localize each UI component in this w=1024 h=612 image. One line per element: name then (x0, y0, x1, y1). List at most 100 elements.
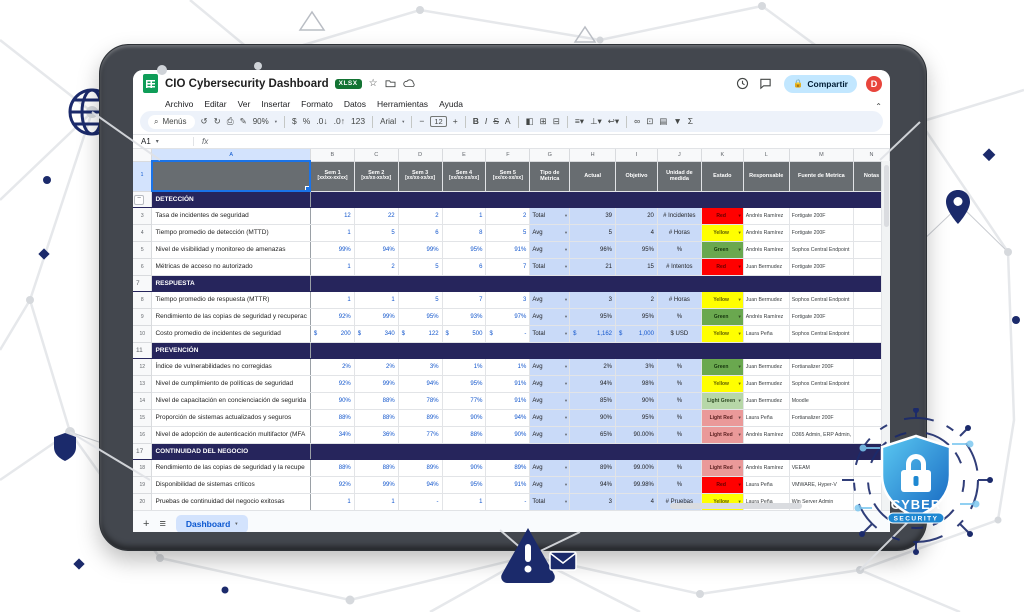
actual-cell[interactable]: 95% (569, 308, 617, 326)
estado-cell[interactable]: Yellow ▾ (701, 375, 744, 393)
row-header-14[interactable]: 14 (133, 392, 153, 410)
objetivo-cell[interactable]: 99.00% (615, 459, 658, 477)
week-value-cell[interactable]: 77% (398, 426, 443, 444)
week-value-cell[interactable]: 88% (354, 409, 399, 427)
actual-cell[interactable]: 90% (569, 409, 617, 427)
week-value-cell[interactable]: 77% (442, 392, 487, 410)
week-value-cell[interactable]: 94% (354, 241, 399, 259)
horizontal-align-icon[interactable]: ≡▾ (574, 116, 585, 127)
unidad-cell[interactable]: # Incidentes (657, 207, 702, 225)
metric-type-cell[interactable]: Avg ▾ (529, 409, 571, 427)
share-button[interactable]: 🔒 Compartir (784, 74, 857, 93)
week-value-cell[interactable]: 91% (485, 476, 531, 494)
week-header-cell[interactable]: Sem 4 [xx/xx-xx/xx] (442, 161, 487, 192)
vertical-align-icon[interactable]: ⊥▾ (590, 116, 602, 127)
section-title-cell[interactable]: RESPUESTA (151, 275, 311, 292)
row-header-4[interactable]: 4 (133, 224, 153, 242)
metric-type-cell[interactable]: Avg ▾ (529, 241, 571, 259)
objetivo-cell[interactable]: 4 (615, 493, 658, 510)
meta-header-cell[interactable]: Unidad de medida (657, 161, 702, 192)
objetivo-cell[interactable]: 90.00% (615, 426, 658, 444)
metric-type-cell[interactable]: Avg ▾ (529, 426, 571, 444)
unidad-cell[interactable]: # Intentos (657, 258, 702, 276)
fuente-cell[interactable]: Sophos Central Endpoint (789, 291, 855, 309)
col-header-N[interactable]: N (853, 149, 890, 162)
estado-cell[interactable]: Yellow ▾ (701, 325, 744, 343)
more-formats-icon[interactable]: 123 (350, 116, 366, 127)
account-avatar[interactable]: D (866, 75, 882, 92)
objetivo-cell[interactable]: 90% (615, 392, 658, 410)
metric-label-cell[interactable]: Rendimiento de las copias de seguridad y… (151, 308, 311, 326)
estado-cell[interactable]: Light Green ▾ (701, 392, 744, 410)
row-header-19[interactable]: 19 (133, 476, 153, 494)
week-value-cell[interactable]: 90% (442, 409, 487, 427)
actual-cell[interactable]: 96% (569, 241, 617, 259)
responsable-cell[interactable]: Andrés Ramírez (743, 241, 790, 259)
actual-cell[interactable]: 94% (569, 375, 617, 393)
print-icon[interactable]: ⎙ (226, 116, 234, 127)
insert-chart-icon[interactable]: ▤ (659, 116, 668, 127)
decrease-decimals-icon[interactable]: .0↓ (316, 116, 328, 127)
metric-type-cell[interactable]: Avg ▾ (529, 291, 571, 309)
objetivo-cell[interactable]: 95% (615, 241, 658, 259)
section-title-cell[interactable]: PREVENCIÓN (151, 342, 311, 359)
menu-ver[interactable]: Ver (237, 98, 251, 109)
week-value-cell[interactable]: 90% (310, 392, 355, 410)
week-value-cell[interactable]: 5 (398, 258, 443, 276)
responsable-cell[interactable]: Juan Bermudez (743, 291, 790, 309)
fuente-cell[interactable]: Fortigate 200F (789, 207, 855, 225)
functions-icon[interactable]: Σ (687, 116, 694, 127)
week-value-cell[interactable]: $340 (354, 325, 399, 343)
week-value-cell[interactable]: 99% (354, 308, 399, 326)
metric-label-cell[interactable]: Costo promedio de incidentes de segurida… (151, 325, 311, 343)
bold-icon[interactable]: B (472, 116, 479, 127)
week-value-cell[interactable]: 7 (442, 291, 487, 309)
col-header-E[interactable]: E (442, 149, 487, 162)
week-value-cell[interactable]: 5 (354, 224, 399, 242)
meta-header-cell[interactable]: Estado (701, 161, 744, 192)
format-percent-icon[interactable]: % (302, 116, 311, 127)
actual-cell[interactable]: 39 (569, 207, 617, 225)
week-value-cell[interactable]: 89% (398, 409, 443, 427)
week-value-cell[interactable]: 92% (310, 375, 355, 393)
week-value-cell[interactable]: 88% (354, 459, 399, 477)
week-value-cell[interactable]: 78% (398, 392, 443, 410)
col-header-A[interactable]: A (151, 149, 311, 162)
actual-cell[interactable]: 85% (569, 392, 617, 410)
font-size-input[interactable]: 12 (430, 116, 447, 127)
fuente-cell[interactable]: Sophos Central Endpoint (789, 241, 855, 259)
metric-type-cell[interactable]: Avg ▾ (529, 476, 571, 494)
week-value-cell[interactable]: 99% (398, 241, 443, 259)
week-value-cell[interactable]: 89% (485, 459, 531, 477)
menu-herramientas[interactable]: Herramientas (377, 98, 429, 109)
actual-cell[interactable]: $1,162 (569, 325, 617, 343)
unidad-cell[interactable]: % (657, 476, 702, 494)
row-header-17[interactable]: 17 (133, 443, 153, 460)
decrease-font-icon[interactable]: − (419, 116, 425, 127)
estado-cell[interactable]: Red ▾ (701, 258, 744, 276)
metric-label-cell[interactable]: Tiempo promedio de detección (MTTD) (151, 224, 311, 242)
week-value-cell[interactable]: 12 (310, 207, 355, 225)
week-value-cell[interactable]: $122 (398, 325, 443, 343)
responsable-cell[interactable]: Andrés Ramírez (743, 459, 790, 477)
fuente-cell[interactable]: Fortigate 200F (789, 224, 855, 242)
week-value-cell[interactable]: - (398, 493, 443, 510)
week-value-cell[interactable]: 94% (398, 375, 443, 393)
responsable-cell[interactable]: Andrés Ramírez (743, 224, 790, 242)
objetivo-cell[interactable]: 3% (615, 358, 658, 376)
week-value-cell[interactable]: 95% (398, 308, 443, 326)
objetivo-cell[interactable]: 2 (615, 291, 658, 309)
week-value-cell[interactable]: 95% (442, 476, 487, 494)
col-header-H[interactable]: H (569, 149, 617, 162)
increase-font-icon[interactable]: + (452, 116, 458, 127)
estado-cell[interactable]: Yellow ▾ (701, 224, 744, 242)
menu-editar[interactable]: Editar (204, 98, 227, 109)
section-title-cell[interactable]: DETECCIÓN (151, 191, 311, 208)
week-value-cell[interactable]: 36% (354, 426, 399, 444)
row-header-7[interactable]: 7 (133, 275, 153, 292)
section-band[interactable] (310, 275, 890, 292)
week-value-cell[interactable]: 1% (485, 358, 531, 376)
menu-insertar[interactable]: Insertar (261, 98, 291, 109)
increase-decimals-icon[interactable]: .0↑ (333, 116, 345, 127)
estado-cell[interactable]: Green ▾ (701, 308, 744, 326)
